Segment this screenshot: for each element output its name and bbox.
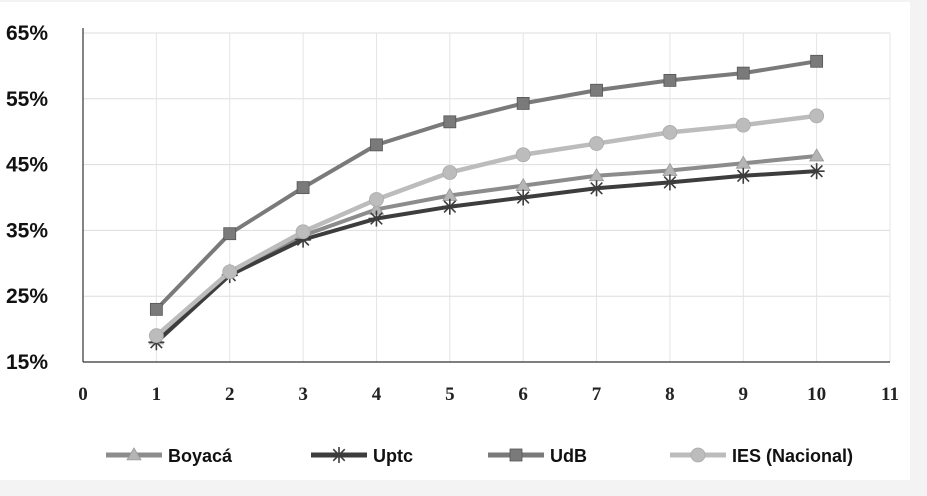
data-point — [148, 328, 164, 344]
legend-marker — [690, 447, 706, 463]
x-tick-label: 11 — [881, 384, 899, 405]
data-point — [808, 163, 825, 180]
data-point — [590, 83, 603, 97]
legend-marker — [126, 447, 142, 461]
data-point — [735, 117, 751, 133]
x-tick-label: 3 — [298, 384, 308, 405]
data-point — [588, 180, 605, 197]
series-line — [154, 169, 819, 345]
y-tick-label: 35% — [6, 219, 48, 242]
data-point — [809, 108, 825, 124]
x-tick-label: 9 — [739, 384, 749, 405]
data-point — [223, 227, 237, 241]
data-point — [368, 210, 385, 227]
data-point — [295, 224, 311, 240]
series-ies-nacional — [148, 108, 825, 344]
legend-label: Uptc — [373, 446, 413, 466]
x-tick-label: 4 — [372, 384, 382, 405]
chart-background — [0, 2, 910, 480]
series-group — [148, 54, 825, 351]
data-point — [808, 148, 825, 162]
legend-item: Boyacá — [106, 446, 233, 466]
data-point — [515, 147, 531, 163]
legend-label: Boyacá — [168, 446, 233, 466]
data-point — [149, 302, 163, 316]
data-point — [736, 66, 750, 80]
marker-stroke — [516, 191, 530, 204]
data-point — [662, 124, 678, 140]
y-tick-label: 25% — [6, 285, 48, 308]
legend-item: IES (Nacional) — [670, 446, 853, 466]
y-tick-label: 45% — [6, 154, 48, 177]
x-tick-label: 0 — [78, 384, 88, 405]
y-tick-label: 15% — [6, 351, 48, 374]
marker-stroke — [736, 169, 750, 183]
data-point — [296, 181, 310, 195]
x-tick-label: 10 — [807, 384, 826, 405]
legend-label: UdB — [550, 446, 587, 466]
x-tick-label: 7 — [592, 384, 602, 405]
x-tick-label: 5 — [445, 384, 455, 405]
data-point — [810, 54, 824, 68]
legend-marker — [509, 448, 523, 462]
data-point — [370, 138, 383, 152]
x-tick-label: 2 — [225, 384, 235, 405]
marker-stroke — [443, 200, 457, 214]
series-line — [154, 113, 819, 338]
data-point — [663, 73, 677, 87]
y-axis-ticks: 15% 25% 35% 45% 55% 65% — [6, 22, 48, 374]
marker-stroke — [810, 164, 823, 178]
legend-item: Uptc — [311, 446, 413, 466]
legend: Boyacá Uptc UdB IES (Nacional) — [106, 446, 853, 466]
data-point — [661, 174, 678, 191]
data-point — [441, 198, 458, 215]
data-point — [369, 192, 384, 207]
marker-stroke — [370, 212, 383, 225]
series-udb — [149, 54, 824, 316]
marker-stroke — [590, 181, 603, 195]
series-line — [154, 59, 819, 312]
x-tick-label: 6 — [518, 384, 528, 405]
data-point — [515, 189, 532, 206]
marker-stroke — [332, 448, 346, 462]
x-tick-label: 8 — [665, 384, 675, 405]
data-point — [516, 97, 530, 110]
data-point — [589, 136, 604, 151]
data-point — [442, 165, 458, 180]
legend-item: UdB — [488, 446, 587, 466]
x-axis-ticks: 0 1 2 3 4 5 6 7 8 9 10 11 — [78, 384, 899, 405]
axes — [82, 28, 890, 363]
x-tick-label: 1 — [152, 384, 162, 405]
y-tick-label: 65% — [6, 22, 48, 45]
legend-label: IES (Nacional) — [732, 446, 853, 466]
y-tick-label: 55% — [6, 88, 48, 111]
data-point — [443, 115, 457, 129]
data-point — [222, 264, 238, 280]
data-point — [735, 167, 752, 184]
legend-marker — [331, 447, 347, 463]
marker-stroke — [663, 176, 677, 189]
